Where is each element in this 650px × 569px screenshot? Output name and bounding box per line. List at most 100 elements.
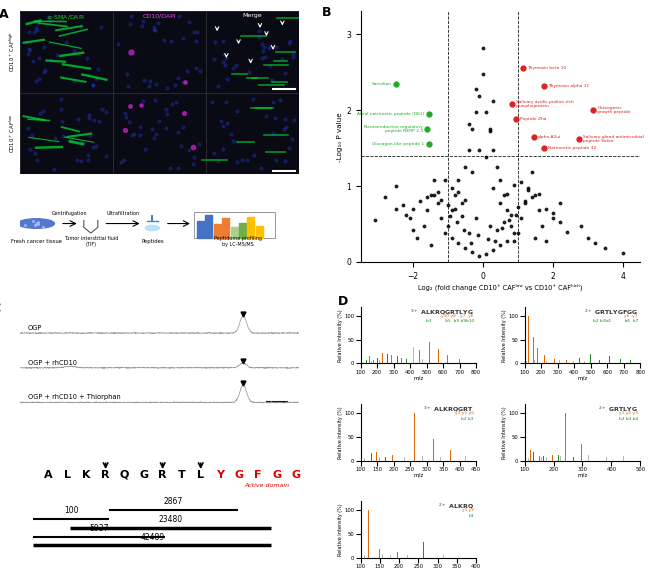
Text: $^{3+}$ ALKRQGRTLYG: $^{3+}$ ALKRQGRTLYG [410, 308, 474, 317]
Point [23, 45, 34, 54]
Text: Salivary acidic proline-rich
phosphoprotein: Salivary acidic proline-rich phosphoprot… [516, 100, 573, 108]
Point [267, 75, 278, 84]
Point [77, 138, 88, 147]
Point [138, 76, 149, 85]
Point [195, 67, 205, 76]
Point [61, 37, 72, 46]
Text: Peptides: Peptides [141, 239, 164, 244]
Point [280, 68, 290, 77]
Point [271, 42, 281, 51]
Point [264, 44, 274, 53]
Point [268, 128, 279, 137]
Text: Merge: Merge [242, 13, 263, 18]
Point [150, 26, 160, 35]
Text: $^{2+}$ ALKRQ: $^{2+}$ ALKRQ [438, 502, 474, 511]
Text: D: D [338, 295, 348, 307]
Point [284, 38, 294, 47]
Text: $^{2+}$ GRTLYG: $^{2+}$ GRTLYG [598, 405, 638, 414]
Point [31, 23, 42, 32]
Y-axis label: Relative Intensity (%): Relative Intensity (%) [338, 406, 343, 459]
Point [279, 125, 289, 134]
Point [119, 155, 129, 164]
Point [213, 156, 224, 166]
Text: R: R [101, 469, 110, 480]
Bar [194, 212, 276, 238]
Text: G: G [291, 469, 300, 480]
Text: $^{2+}$ GRTLYGFGG: $^{2+}$ GRTLYGFGG [584, 308, 638, 317]
Point [76, 21, 86, 30]
Point [232, 106, 242, 116]
Point [39, 67, 49, 76]
X-axis label: m/z: m/z [413, 472, 424, 477]
Point [73, 114, 83, 123]
Point [220, 98, 231, 107]
Point [150, 95, 161, 104]
Point [125, 11, 136, 20]
Text: Fresh cancer tissue: Fresh cancer tissue [11, 239, 62, 244]
Point [84, 114, 95, 123]
Point [138, 97, 148, 106]
Point [172, 164, 183, 173]
Text: G: G [139, 469, 148, 480]
Point [31, 77, 42, 86]
Text: Tumor interstitial fluid
(TIF): Tumor interstitial fluid (TIF) [64, 236, 118, 247]
Text: Sarcolipn: Sarcolipn [371, 81, 391, 85]
Point [135, 123, 145, 132]
Point [153, 116, 164, 125]
Point [88, 116, 99, 125]
Point [280, 156, 291, 166]
Point [171, 98, 181, 107]
Point [270, 155, 281, 164]
Point [177, 33, 188, 42]
Point [183, 18, 194, 27]
Bar [248, 217, 254, 238]
Point [221, 53, 231, 63]
Point [83, 151, 93, 160]
Bar [206, 11, 299, 93]
Point [159, 35, 169, 44]
Point [88, 142, 98, 151]
Point [113, 40, 124, 49]
Point [249, 151, 259, 160]
Bar [20, 11, 112, 93]
Point [140, 145, 150, 154]
Text: Peptide Zha: Peptide Zha [521, 117, 547, 121]
Point [150, 130, 161, 139]
Point [218, 145, 229, 154]
Text: A: A [0, 8, 8, 21]
Point [34, 53, 45, 63]
Y-axis label: Relative Intensity (%): Relative Intensity (%) [338, 309, 343, 361]
Point [101, 151, 111, 160]
Text: Peptidome profiling
by LC-MS/MS: Peptidome profiling by LC-MS/MS [214, 236, 261, 247]
Point [209, 54, 219, 63]
Text: C: C [0, 302, 1, 315]
Y-axis label: -Log₁₀ P value: -Log₁₀ P value [337, 112, 343, 162]
Text: b3          b5  b9 b9b10: b3 b5 b9 b9b10 [426, 319, 474, 323]
Point [174, 11, 184, 20]
Text: Glucagon-like peptide 1: Glucagon-like peptide 1 [372, 142, 424, 146]
Point [58, 131, 68, 141]
Text: Q: Q [120, 469, 129, 480]
Point [166, 100, 177, 109]
Text: OGP + rhCD10 + Thiorphan: OGP + rhCD10 + Thiorphan [28, 394, 121, 401]
Point [147, 125, 157, 134]
Point [129, 129, 140, 138]
Point [88, 80, 99, 89]
Point [81, 53, 92, 63]
Text: F: F [254, 469, 261, 480]
Point [265, 62, 276, 71]
Text: 2867: 2867 [164, 497, 183, 506]
Text: CD10/DAPI: CD10/DAPI [142, 13, 176, 18]
Point [94, 117, 104, 126]
Point [257, 54, 267, 63]
Text: Atrial natriuretic peptide (D61): Atrial natriuretic peptide (D61) [358, 112, 424, 116]
Text: Active domain: Active domain [244, 484, 290, 488]
Point [161, 84, 172, 93]
Text: Thymosin beta 10: Thymosin beta 10 [527, 67, 567, 71]
Point [25, 46, 35, 55]
Point [218, 122, 228, 131]
Point [45, 17, 55, 26]
Text: b2 b3b4          b6  b7: b2 b3b4 b6 b7 [593, 319, 638, 323]
Text: 5937: 5937 [90, 524, 109, 533]
Text: b2 b3: b2 b3 [462, 417, 474, 420]
